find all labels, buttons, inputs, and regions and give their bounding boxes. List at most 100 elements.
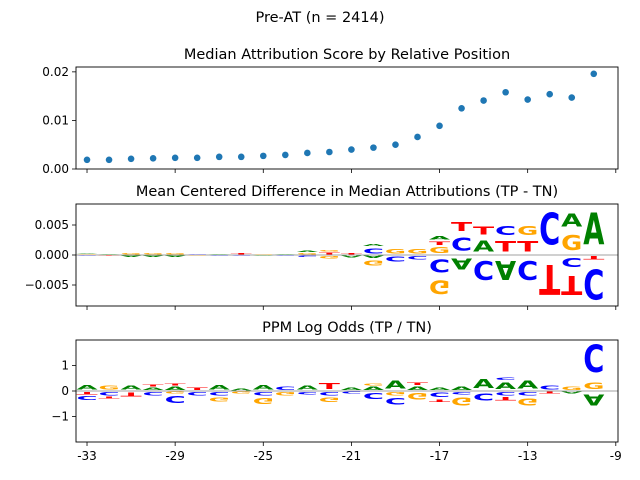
logo-letter-c: C <box>495 224 516 239</box>
svg-text:C: C <box>473 391 494 402</box>
svg-text:G: G <box>98 385 119 391</box>
logo-letter-a: A <box>583 204 604 256</box>
svg-text:C: C <box>275 386 296 391</box>
ytick-label: 0 <box>61 384 69 398</box>
ytick-label: −1 <box>51 410 69 424</box>
scatter-point <box>590 70 598 78</box>
svg-text:T: T <box>187 387 208 391</box>
logo-letter-c: C <box>209 391 230 396</box>
xtick-label: -21 <box>342 449 362 463</box>
log-odds-title: PPM Log Odds (TP / TN) <box>262 320 432 336</box>
scatter-point <box>127 155 135 163</box>
logo-letter-g: G <box>76 254 97 255</box>
svg-text:G: G <box>231 391 252 394</box>
svg-text:A: A <box>385 378 406 391</box>
logo-letter-c: C <box>98 391 119 396</box>
svg-text:T: T <box>473 226 494 238</box>
logo-letter-t: T <box>561 270 583 300</box>
logo-letter-t: T <box>231 253 252 255</box>
logo-letter-a: A <box>473 237 495 255</box>
scatter-point <box>193 154 201 162</box>
svg-text:C: C <box>363 391 384 400</box>
svg-text:A: A <box>451 386 473 391</box>
logo-letter-c: C <box>539 385 560 391</box>
svg-text:C: C <box>385 255 406 263</box>
svg-text:A: A <box>561 391 582 394</box>
logo-letter-g: G <box>253 254 274 255</box>
svg-text:A: A <box>165 386 187 391</box>
svg-text:C: C <box>143 391 164 396</box>
svg-text:A: A <box>253 255 274 256</box>
logo-letter-c: C <box>275 386 296 391</box>
logo-letter-c: C <box>165 393 186 404</box>
svg-text:G: G <box>429 246 450 255</box>
svg-text:C: C <box>451 234 472 255</box>
svg-text:C: C <box>429 391 450 399</box>
svg-text:A: A <box>209 384 231 392</box>
logo-letter-a: A <box>341 387 362 391</box>
logo-letter-t: T <box>143 385 164 387</box>
svg-text:T: T <box>407 382 428 386</box>
svg-text:C: C <box>473 255 494 284</box>
svg-text:C: C <box>583 259 604 306</box>
logo-letter-g: G <box>429 246 450 255</box>
svg-text:T: T <box>121 391 143 397</box>
logo-letter-t: T <box>539 391 560 393</box>
svg-text:C: C <box>76 395 97 401</box>
logo-letter-t: T <box>495 396 516 401</box>
logo-letter-g: G <box>407 248 428 255</box>
logo-letter-c: C <box>429 391 450 399</box>
logo-letter-t: T <box>319 382 341 391</box>
logo-letter-c: C <box>385 396 406 406</box>
svg-text:T: T <box>429 399 450 403</box>
svg-text:G: G <box>165 391 186 394</box>
svg-text:A: A <box>341 387 362 391</box>
svg-text:T: T <box>517 238 539 255</box>
svg-text:T: T <box>429 241 450 246</box>
svg-text:C: C <box>209 391 230 396</box>
logo-letter-c: C <box>495 377 516 381</box>
logo-letter-t: T <box>76 391 97 395</box>
svg-text:C: C <box>429 255 450 276</box>
scatter-point <box>480 97 487 104</box>
logo-letter-c: C <box>187 254 208 255</box>
svg-text:C: C <box>76 255 97 256</box>
xtick-label: -29 <box>165 449 185 463</box>
logo-letter-a: A <box>363 244 384 247</box>
svg-text:A: A <box>495 381 517 391</box>
scatter-point <box>83 156 91 164</box>
logo-letter-g: G <box>165 391 186 394</box>
svg-text:C: C <box>385 396 406 406</box>
svg-text:A: A <box>517 378 538 391</box>
logo-letter-c: C <box>407 255 428 260</box>
svg-text:A: A <box>583 391 604 409</box>
svg-text:T: T <box>231 253 252 255</box>
logo-letter-a: A <box>121 255 142 257</box>
svg-text:G: G <box>583 381 604 391</box>
svg-text:G: G <box>143 253 164 255</box>
logo-letter-g: G <box>429 276 450 298</box>
logo-letter-g: G <box>451 395 472 408</box>
svg-text:T: T <box>319 382 341 391</box>
logo-letter-g: G <box>231 391 252 394</box>
logo-letter-t: T <box>429 241 450 246</box>
svg-text:T: T <box>165 383 186 385</box>
logo-letter-a: A <box>561 211 582 231</box>
logo-letter-a: A <box>495 381 517 391</box>
attribution-difference-plot-area: −0.0050.0000.005GACATGAGAGACGACTCGAACGAC… <box>25 203 619 310</box>
logo-letter-t: T <box>98 396 119 398</box>
logo-letter-c: C <box>363 391 384 400</box>
logo-letter-a: A <box>583 391 604 409</box>
logo-letter-a: A <box>517 378 538 391</box>
svg-text:A: A <box>275 254 296 255</box>
svg-text:C: C <box>297 255 318 257</box>
xtick-label: -33 <box>77 449 97 463</box>
svg-text:G: G <box>121 253 142 255</box>
logo-letter-g: G <box>363 383 384 386</box>
svg-text:G: G <box>429 276 450 298</box>
scatter-point <box>414 133 421 141</box>
svg-text:G: G <box>385 248 406 255</box>
axes-frame <box>75 339 619 443</box>
svg-text:G: G <box>407 391 428 401</box>
